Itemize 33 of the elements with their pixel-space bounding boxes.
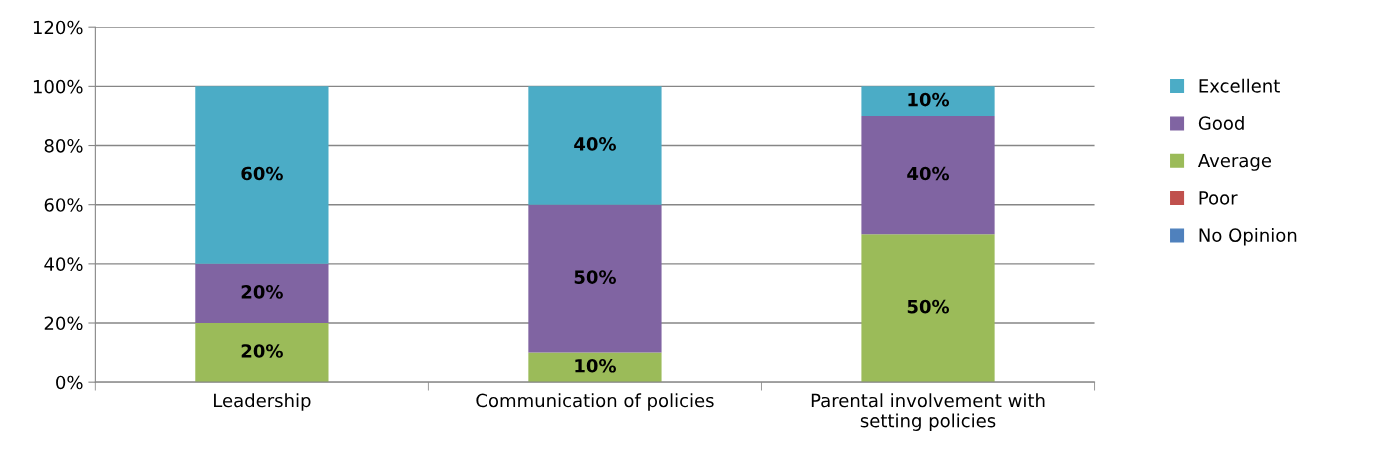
legend-label: No Opinion bbox=[1199, 228, 1297, 246]
x-tick-label: Communication of policies bbox=[476, 393, 714, 411]
data-label: 40% bbox=[907, 166, 950, 181]
y-tick-label: 20% bbox=[44, 316, 83, 331]
y-tick-label: 60% bbox=[44, 198, 83, 212]
bar bbox=[861, 115, 995, 235]
data-label: 60% bbox=[241, 166, 283, 181]
y-tick-label: 80% bbox=[44, 138, 83, 153]
legend-label: Average bbox=[1197, 153, 1272, 171]
data-label: 20% bbox=[241, 344, 283, 358]
data-label: 50% bbox=[907, 299, 950, 314]
bar bbox=[861, 234, 995, 383]
x-tick-label: Parental involvement with setting policies bbox=[811, 393, 1045, 431]
data-label: 50% bbox=[574, 270, 616, 284]
y-tick-label: 100% bbox=[33, 79, 83, 94]
bar bbox=[528, 352, 662, 383]
data-label: 20% bbox=[241, 285, 283, 299]
legend-label: Good bbox=[1198, 116, 1244, 130]
data-label: 10% bbox=[908, 92, 950, 107]
bar bbox=[528, 204, 662, 353]
bar bbox=[195, 86, 329, 264]
data-label: 40% bbox=[574, 137, 616, 151]
y-tick-label: 0% bbox=[56, 375, 83, 390]
bar bbox=[528, 86, 662, 205]
bar bbox=[195, 263, 329, 324]
bar bbox=[195, 323, 329, 383]
legend-label: Poor bbox=[1199, 191, 1238, 205]
data-label: 10% bbox=[575, 358, 616, 373]
x-tick-label: Leadership bbox=[214, 393, 311, 411]
y-tick-label: 120% bbox=[33, 20, 83, 35]
bar bbox=[861, 86, 995, 116]
y-tick-label: 40% bbox=[44, 257, 83, 271]
legend-label: Excellent bbox=[1199, 78, 1280, 93]
